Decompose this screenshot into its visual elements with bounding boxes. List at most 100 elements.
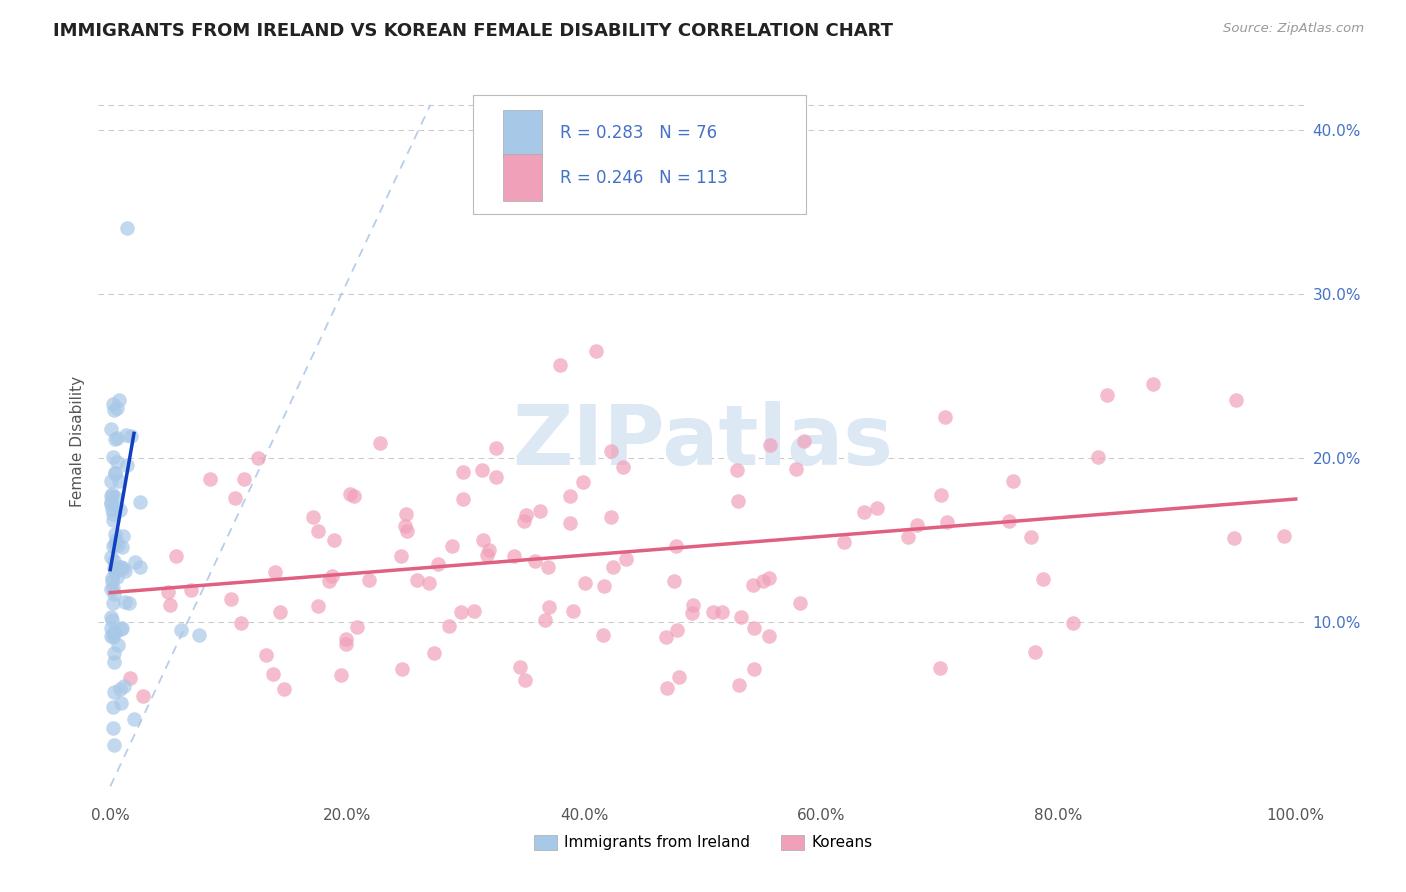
Point bbox=[307, 599, 329, 613]
Point bbox=[103, 507, 125, 521]
Point bbox=[600, 444, 623, 458]
Point bbox=[509, 659, 531, 673]
Point bbox=[394, 519, 416, 533]
Point bbox=[105, 455, 128, 469]
Point bbox=[929, 661, 952, 675]
Point bbox=[110, 623, 132, 637]
Point bbox=[537, 560, 560, 574]
Text: ZIPatlas: ZIPatlas bbox=[513, 401, 893, 482]
Point bbox=[682, 599, 704, 613]
Point bbox=[503, 549, 526, 563]
Point bbox=[524, 554, 547, 568]
Point bbox=[100, 629, 122, 643]
Point bbox=[122, 712, 145, 726]
Point bbox=[101, 582, 124, 596]
Point bbox=[395, 507, 418, 521]
Point bbox=[515, 673, 537, 687]
Point bbox=[533, 613, 555, 627]
Point bbox=[104, 466, 127, 480]
Point bbox=[1032, 572, 1054, 586]
Point bbox=[100, 501, 122, 516]
Point bbox=[219, 591, 242, 606]
Point bbox=[730, 609, 752, 624]
Point bbox=[440, 539, 463, 553]
Point bbox=[346, 620, 368, 634]
Point bbox=[110, 503, 132, 517]
Point bbox=[104, 564, 127, 578]
Point bbox=[101, 513, 124, 527]
Point bbox=[602, 559, 624, 574]
Point bbox=[865, 501, 887, 516]
Point bbox=[100, 475, 122, 489]
Point bbox=[103, 403, 125, 417]
Point bbox=[103, 560, 125, 574]
Point bbox=[329, 667, 352, 681]
Point bbox=[664, 574, 686, 589]
Point bbox=[321, 568, 343, 582]
Point bbox=[115, 427, 138, 442]
Point bbox=[475, 549, 498, 563]
Point bbox=[742, 578, 765, 592]
Point bbox=[302, 510, 325, 524]
Point bbox=[254, 648, 277, 662]
Point bbox=[752, 574, 775, 589]
Point bbox=[453, 466, 475, 480]
Point bbox=[702, 605, 724, 619]
Point bbox=[120, 671, 142, 685]
Point bbox=[103, 539, 125, 553]
Point bbox=[100, 497, 122, 511]
Point bbox=[418, 576, 440, 591]
Point bbox=[104, 564, 127, 578]
Point bbox=[370, 435, 392, 450]
Point bbox=[616, 551, 638, 566]
Point bbox=[472, 533, 495, 548]
Point bbox=[105, 533, 128, 547]
Point bbox=[665, 624, 688, 638]
Point bbox=[103, 685, 125, 699]
Point bbox=[104, 466, 127, 480]
Point bbox=[100, 550, 122, 565]
Point bbox=[485, 469, 508, 483]
Point bbox=[111, 541, 134, 555]
Point bbox=[103, 587, 125, 601]
Point bbox=[103, 655, 125, 669]
Point bbox=[1062, 616, 1084, 631]
Point bbox=[105, 401, 128, 415]
Point bbox=[103, 646, 125, 660]
Point bbox=[246, 451, 269, 466]
Y-axis label: Female Disability: Female Disability bbox=[70, 376, 86, 508]
Point bbox=[107, 538, 129, 552]
Point bbox=[742, 662, 765, 676]
Point bbox=[1019, 530, 1042, 544]
Point bbox=[832, 534, 855, 549]
Point bbox=[159, 598, 181, 612]
Point bbox=[101, 596, 124, 610]
Text: R = 0.246   N = 113: R = 0.246 N = 113 bbox=[561, 169, 728, 186]
Point bbox=[339, 487, 361, 501]
Point bbox=[107, 638, 129, 652]
Point bbox=[100, 609, 122, 624]
Point bbox=[108, 560, 131, 574]
Point bbox=[132, 689, 155, 703]
Point bbox=[548, 358, 571, 372]
Point bbox=[103, 739, 125, 753]
Point bbox=[233, 472, 256, 486]
Point bbox=[744, 621, 766, 635]
Point bbox=[156, 585, 179, 599]
Point bbox=[101, 630, 124, 644]
Point bbox=[318, 574, 340, 588]
Point bbox=[100, 582, 122, 596]
Point bbox=[165, 549, 187, 563]
Point bbox=[681, 606, 703, 620]
Point bbox=[758, 629, 780, 643]
Point bbox=[104, 625, 127, 640]
Point bbox=[101, 626, 124, 640]
Point bbox=[111, 622, 134, 636]
Text: R = 0.283   N = 76: R = 0.283 N = 76 bbox=[561, 124, 717, 142]
Point bbox=[307, 524, 329, 539]
Point bbox=[107, 393, 129, 408]
Point bbox=[727, 494, 749, 508]
Text: IMMIGRANTS FROM IRELAND VS KOREAN FEMALE DISABILITY CORRELATION CHART: IMMIGRANTS FROM IRELAND VS KOREAN FEMALE… bbox=[53, 22, 893, 40]
Point bbox=[471, 462, 494, 476]
Point bbox=[101, 613, 124, 627]
